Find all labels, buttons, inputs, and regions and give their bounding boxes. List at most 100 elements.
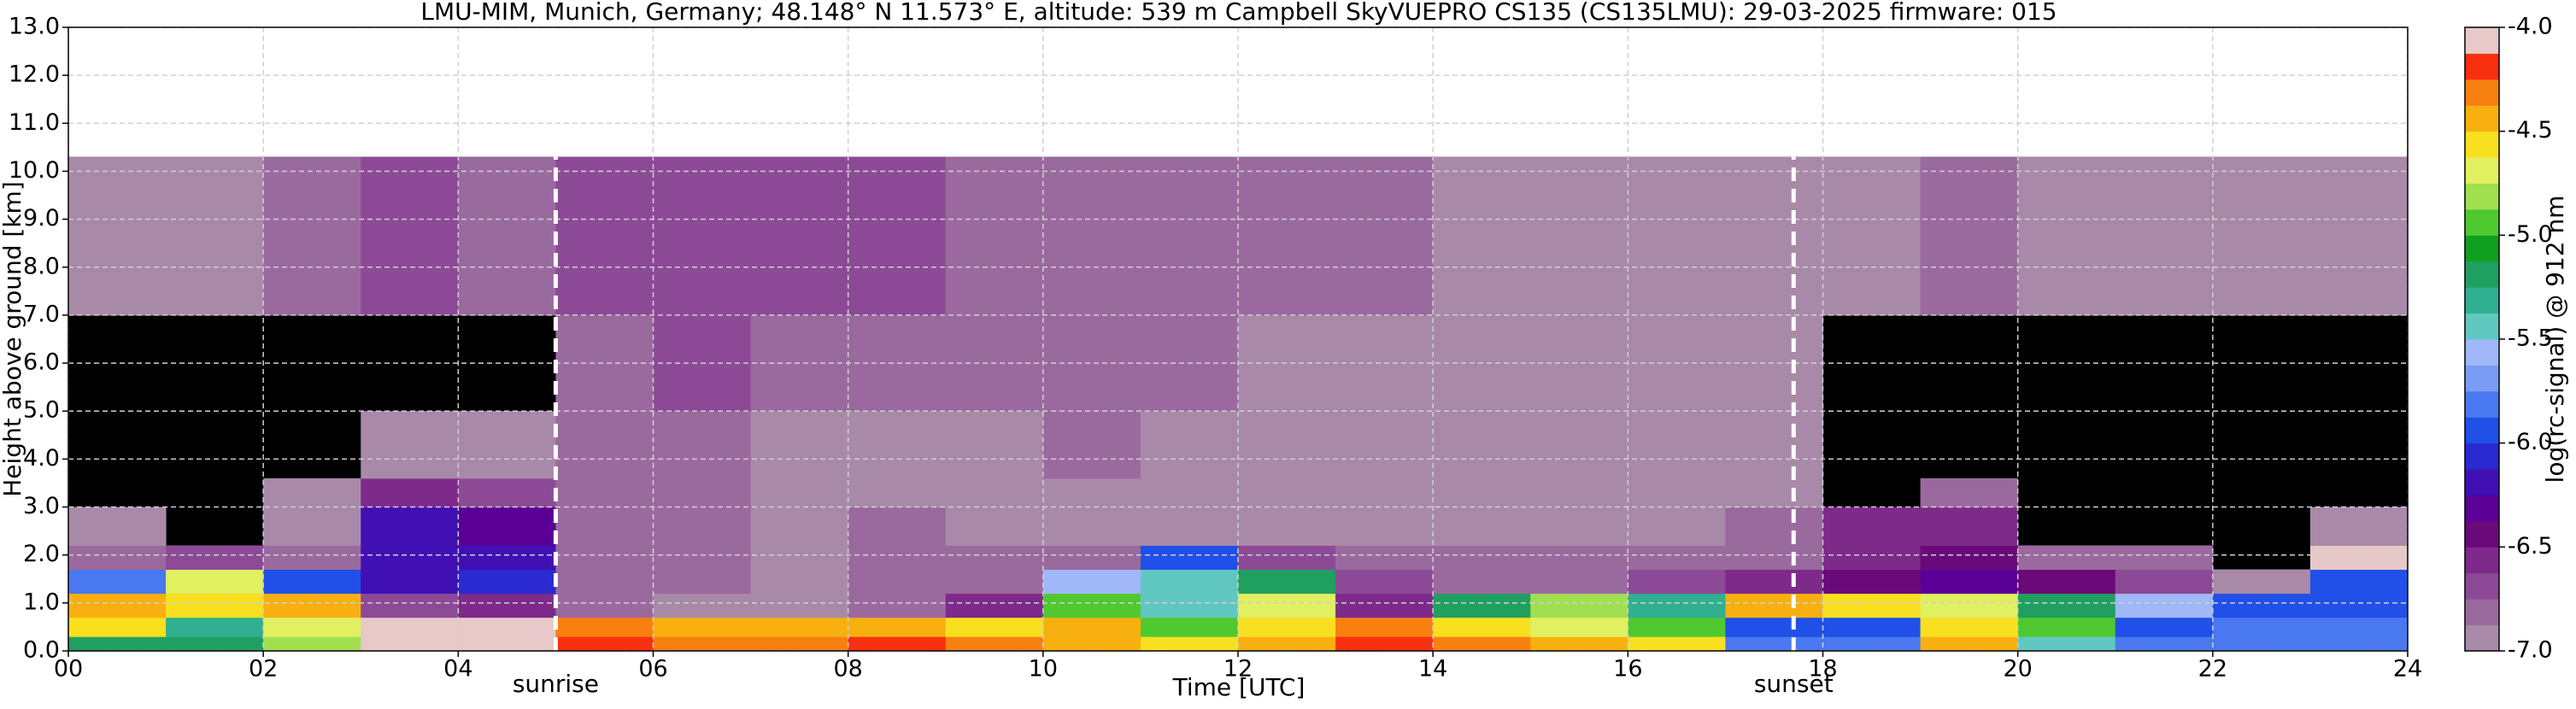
colorbar-swatch <box>2465 27 2499 54</box>
heatmap-cell <box>945 545 1044 571</box>
colorbar-tick-label: -5.5 <box>2508 325 2553 352</box>
x-tick-label: 04 <box>443 656 472 683</box>
heatmap-cell <box>848 617 947 637</box>
heatmap-cell <box>2212 569 2311 595</box>
heatmap-cell <box>1822 545 1922 571</box>
heatmap-cell <box>361 617 459 637</box>
colorbar-swatch <box>2465 235 2499 262</box>
heatmap-cell <box>1335 507 1434 546</box>
heatmap-cell <box>848 156 947 316</box>
x-tick-label: 18 <box>1808 656 1837 683</box>
heatmap-cell <box>1042 636 1141 652</box>
heatmap-cell <box>1433 411 1531 479</box>
heatmap-cell <box>263 569 361 595</box>
chart-title: LMU-MIM, Munich, Germany; 48.148° N 11.5… <box>420 0 2057 26</box>
heatmap-cell <box>1042 314 1141 412</box>
heatmap-cell <box>1140 478 1239 508</box>
y-tick-label: 7.0 <box>23 301 60 327</box>
heatmap-cell <box>1140 411 1239 479</box>
heatmap-cell <box>1628 545 1726 571</box>
x-tick-label: 08 <box>833 656 862 683</box>
heatmap-cell <box>1628 478 1726 508</box>
colorbar-swatch <box>2465 79 2499 106</box>
y-tick-label: 9.0 <box>23 205 60 231</box>
heatmap-cell <box>1725 545 1823 571</box>
heatmap-cell <box>1920 569 2019 595</box>
heatmap-cell <box>1920 617 2019 637</box>
heatmap-cell <box>1042 617 1141 637</box>
heatmap-cell <box>2017 156 2116 316</box>
heatmap-cell <box>263 593 361 618</box>
heatmap-cell <box>2212 617 2311 637</box>
heatmap-cell <box>1822 156 1922 316</box>
heatmap-cell <box>2115 617 2214 637</box>
heatmap-cell <box>1530 569 1628 595</box>
heatmap-cell <box>848 411 947 479</box>
heatmap-cell <box>1140 593 1239 618</box>
heatmap-cell <box>2115 593 2214 618</box>
heatmap-cell <box>2309 507 2409 546</box>
heatmap-cell <box>1822 593 1922 618</box>
heatmap-cell <box>361 156 459 316</box>
heatmap-cell <box>1725 411 1823 479</box>
heatmap-cell <box>1725 593 1823 618</box>
heatmap-cell <box>458 545 556 571</box>
heatmap-cell <box>1335 545 1434 571</box>
heatmap-cell <box>750 593 849 618</box>
heatmap-cell <box>263 478 361 508</box>
heatmap-cell <box>68 507 167 546</box>
y-tick-label: 0.0 <box>23 637 60 664</box>
heatmap-cell <box>1920 636 2019 652</box>
heatmap-cell <box>750 478 849 508</box>
heatmap-cell <box>945 411 1044 479</box>
heatmap-cell <box>68 636 167 652</box>
heatmap-cell <box>1725 617 1823 637</box>
heatmap-cell <box>458 617 556 637</box>
heatmap-cell <box>750 636 849 652</box>
colorbar-tick-label: -6.5 <box>2508 533 2553 560</box>
heatmap-cell <box>361 507 459 546</box>
annotation-label: sunrise <box>513 670 599 698</box>
heatmap-cell <box>166 593 264 618</box>
heatmap-cell <box>1725 507 1823 546</box>
colorbar-swatch <box>2465 572 2499 600</box>
heatmap-cell <box>2115 569 2214 595</box>
heatmap-cell <box>1433 636 1531 652</box>
x-tick-label: 22 <box>2198 656 2227 683</box>
heatmap-cell <box>1042 569 1141 595</box>
heatmap-cell <box>653 478 752 508</box>
heatmap-cell <box>1725 636 1823 652</box>
heatmap-cell <box>1920 507 2019 546</box>
heatmap-cell <box>1725 478 1823 508</box>
heatmap-cell <box>458 156 556 316</box>
heatmap-cell <box>1725 569 1823 595</box>
heatmap-cell <box>555 569 654 595</box>
heatmap-cell <box>458 507 556 546</box>
colorbar-swatch <box>2465 495 2499 522</box>
heatmap-cell <box>1433 507 1531 546</box>
heatmap-cell <box>653 156 752 316</box>
colorbar-swatch <box>2465 53 2499 80</box>
y-tick-label: 2.0 <box>23 541 60 567</box>
heatmap-cell <box>2212 636 2311 652</box>
heatmap-cell <box>1433 545 1531 571</box>
heatmap-cell <box>2309 545 2409 571</box>
heatmap-cell <box>848 478 947 508</box>
heatmap-cell <box>1628 636 1726 652</box>
heatmap-cell <box>2309 569 2409 595</box>
x-tick-label: 10 <box>1029 656 1058 683</box>
heatmap-cell <box>2309 636 2409 652</box>
heatmap-cell <box>1822 507 1922 546</box>
heatmap-cell <box>1822 636 1922 652</box>
heatmap-cell <box>458 593 556 618</box>
heatmap-cell <box>1238 507 1336 546</box>
colorbar-swatch <box>2465 365 2499 392</box>
heatmap-cell <box>1628 411 1726 479</box>
heatmap-cell <box>361 411 459 479</box>
heatmap-cell <box>1042 593 1141 618</box>
heatmap-cell <box>1238 314 1336 412</box>
heatmap-cell <box>750 507 849 546</box>
heatmap-cell <box>1042 545 1141 571</box>
heatmap-cell <box>2212 593 2311 618</box>
heatmap-cell <box>1530 507 1628 546</box>
